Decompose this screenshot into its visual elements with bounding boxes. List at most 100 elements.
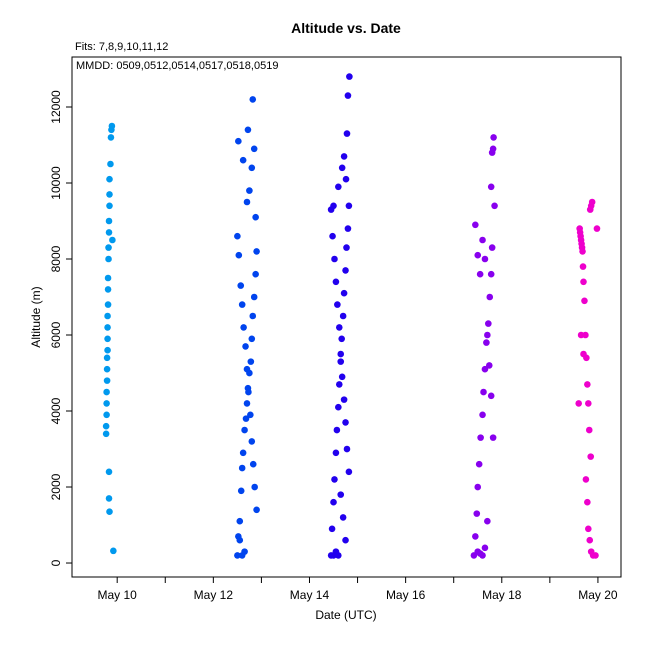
point (486, 293, 494, 301)
point (248, 164, 256, 172)
point (109, 236, 116, 244)
point (473, 510, 481, 517)
point (247, 411, 254, 419)
point (346, 73, 353, 80)
point (489, 434, 497, 441)
x-tick-label: May 16 (386, 588, 426, 602)
point (105, 468, 113, 476)
y-tick-label: 8000 (49, 245, 63, 272)
point (250, 145, 258, 153)
point (253, 248, 260, 255)
point (242, 415, 250, 422)
point (330, 498, 337, 506)
point (343, 244, 350, 251)
point (249, 460, 257, 468)
point (472, 221, 479, 229)
point (343, 445, 351, 453)
point (110, 547, 117, 555)
point (587, 453, 595, 460)
point (476, 270, 484, 278)
point (483, 339, 490, 346)
point (241, 548, 248, 555)
point (105, 229, 113, 236)
point (331, 255, 338, 263)
point (487, 392, 495, 400)
point (588, 198, 596, 206)
point (472, 533, 479, 540)
point (335, 403, 342, 411)
x-tick-label: May 12 (194, 588, 234, 602)
point (248, 438, 256, 445)
y-axis-label: Altitude (m) (29, 286, 43, 347)
point (339, 312, 347, 320)
point (340, 289, 348, 297)
point (338, 335, 345, 343)
point (577, 331, 585, 339)
point (477, 434, 484, 441)
point (106, 508, 113, 516)
point (491, 202, 498, 210)
point (103, 354, 111, 362)
x-axis-label: Date (UTC) (315, 608, 376, 622)
point (335, 183, 342, 191)
point (107, 160, 114, 168)
point (479, 411, 486, 419)
point (249, 312, 257, 320)
point (243, 198, 251, 206)
point (253, 506, 260, 514)
point (342, 267, 349, 274)
point (490, 134, 497, 141)
point (340, 153, 348, 160)
point (485, 362, 493, 369)
point (106, 202, 113, 210)
subtitle: Fits: 7,8,9,10,11,12 (75, 41, 168, 53)
point (475, 460, 483, 468)
point (329, 232, 336, 240)
point (335, 381, 343, 388)
point (575, 400, 582, 407)
point (481, 255, 489, 263)
point (332, 278, 340, 286)
point (332, 449, 340, 457)
point (338, 164, 346, 172)
point (585, 400, 592, 407)
point (579, 263, 587, 270)
point (337, 350, 345, 358)
point (328, 525, 336, 533)
point (105, 244, 112, 251)
point (243, 400, 251, 407)
y-tick-label: 6000 (49, 321, 63, 348)
point (104, 286, 112, 293)
point (487, 270, 495, 278)
point (335, 324, 343, 331)
point (103, 377, 111, 384)
point (104, 301, 112, 308)
point (104, 346, 111, 354)
x-tick-label: May 18 (482, 588, 522, 602)
point (240, 324, 247, 331)
point (340, 396, 348, 403)
point (342, 536, 349, 544)
point (105, 217, 113, 225)
point (238, 301, 246, 308)
point (582, 476, 590, 483)
point (592, 552, 599, 559)
point (344, 225, 352, 232)
point (586, 536, 594, 544)
point (335, 552, 342, 559)
point (249, 96, 257, 103)
point (251, 483, 258, 491)
point (244, 126, 252, 134)
point (234, 232, 241, 240)
point (342, 175, 350, 183)
point (593, 225, 601, 232)
y-tick-label: 4000 (49, 397, 63, 424)
point (585, 525, 592, 533)
point (106, 191, 113, 198)
point (487, 183, 495, 191)
point (345, 468, 353, 476)
point (242, 343, 249, 350)
point (104, 335, 111, 343)
